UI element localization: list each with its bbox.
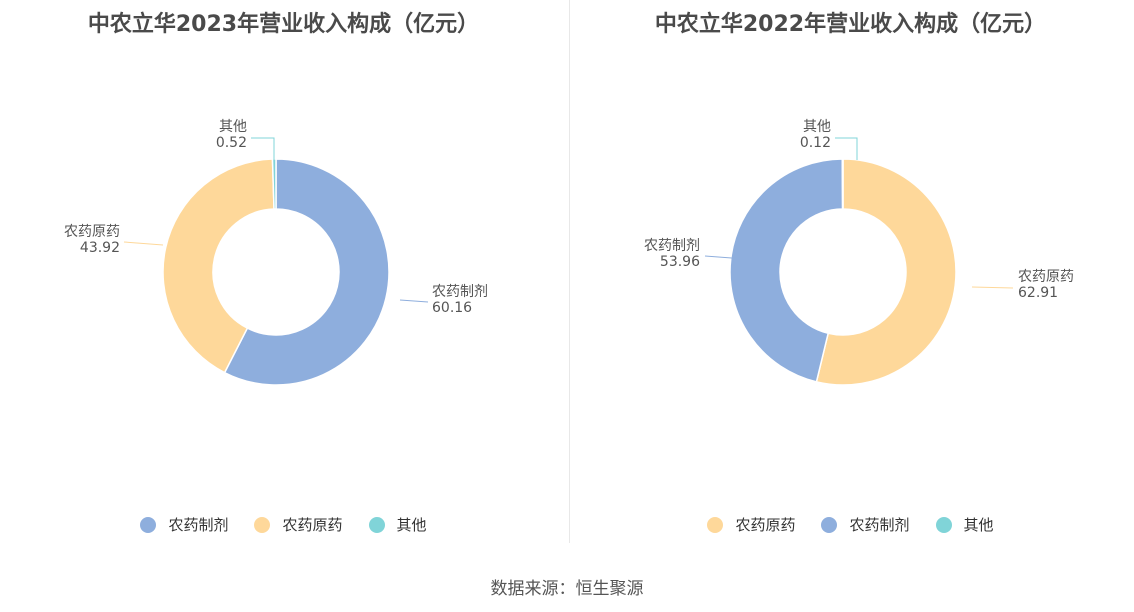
legend-marker — [935, 516, 952, 533]
legend-item-其他[interactable]: 其他 — [935, 514, 994, 535]
chart-title-2023: 中农立华2023年营业收入构成（亿元） — [87, 12, 480, 37]
slice-label-农药制剂: 农药制剂 — [644, 238, 700, 254]
legend-label: 农药原药 — [735, 516, 796, 534]
legend-2023: 农药制剂 农药原药 其他 — [0, 514, 567, 535]
slice-农药制剂[interactable] — [223, 158, 390, 386]
leader-line-其他 — [835, 137, 858, 160]
leader-line-其他 — [251, 137, 275, 160]
leader-line-农药制剂 — [704, 255, 746, 260]
leader-line-农药原药 — [123, 241, 164, 246]
data-source-note: 数据来源：恒生聚源 — [490, 579, 644, 599]
legend-label: 农药制剂 — [849, 516, 910, 534]
legend-marker — [707, 516, 724, 533]
panel-divider — [569, 0, 570, 543]
legend-item-农药制剂[interactable]: 农药制剂 — [140, 514, 228, 535]
slice-农药原药[interactable] — [162, 158, 275, 374]
legend-item-农药原药[interactable]: 农药原药 — [707, 514, 795, 535]
legend-item-其他[interactable]: 其他 — [368, 514, 427, 535]
slice-label-农药制剂: 农药制剂 — [432, 284, 488, 300]
legend-label: 其他 — [396, 516, 427, 534]
slice-label-其他: 其他 — [219, 119, 247, 135]
slice-label-其他: 其他 — [803, 119, 831, 135]
legend-marker — [821, 516, 838, 533]
legend-marker — [140, 516, 157, 533]
slice-value-农药原药: 62.91 — [1018, 285, 1058, 301]
slice-value-其他: 0.52 — [216, 135, 247, 151]
slice-value-其他: 0.12 — [800, 135, 831, 151]
slice-其他[interactable] — [841, 158, 844, 210]
slice-value-农药制剂: 53.96 — [660, 254, 700, 270]
legend-label: 农药原药 — [282, 516, 343, 534]
slice-label-农药原药: 农药原药 — [64, 224, 120, 240]
slice-农药制剂[interactable] — [729, 158, 844, 383]
legend-item-农药制剂[interactable]: 农药制剂 — [821, 514, 910, 535]
leader-line-农药制剂 — [399, 299, 429, 303]
leader-line-农药原药 — [971, 286, 1014, 289]
slice-label-农药原药: 农药原药 — [1018, 269, 1074, 285]
legend-label: 其他 — [963, 516, 994, 534]
chart-panel-2023: 中农立华2023年营业收入构成（亿元） 农药制剂 60.16 农药原药 43.92 其他… — [0, 0, 567, 545]
chart-title-2022: 中农立华2022年营业收入构成（亿元） — [654, 12, 1047, 37]
legend-2022: 农药原药 农药制剂 其他 — [567, 514, 1134, 535]
slice-value-农药原药: 43.92 — [80, 240, 120, 256]
legend-label: 农药制剂 — [168, 516, 229, 534]
legend-marker — [254, 516, 271, 533]
legend-marker — [368, 516, 385, 533]
slice-农药原药[interactable] — [815, 158, 957, 386]
slice-value-农药制剂: 60.16 — [432, 300, 472, 316]
legend-item-农药原药[interactable]: 农药原药 — [254, 514, 343, 535]
chart-panel-2022: 中农立华2022年营业收入构成（亿元） 农药原药 62.91 农药制剂 53.96 其他… — [567, 0, 1134, 545]
